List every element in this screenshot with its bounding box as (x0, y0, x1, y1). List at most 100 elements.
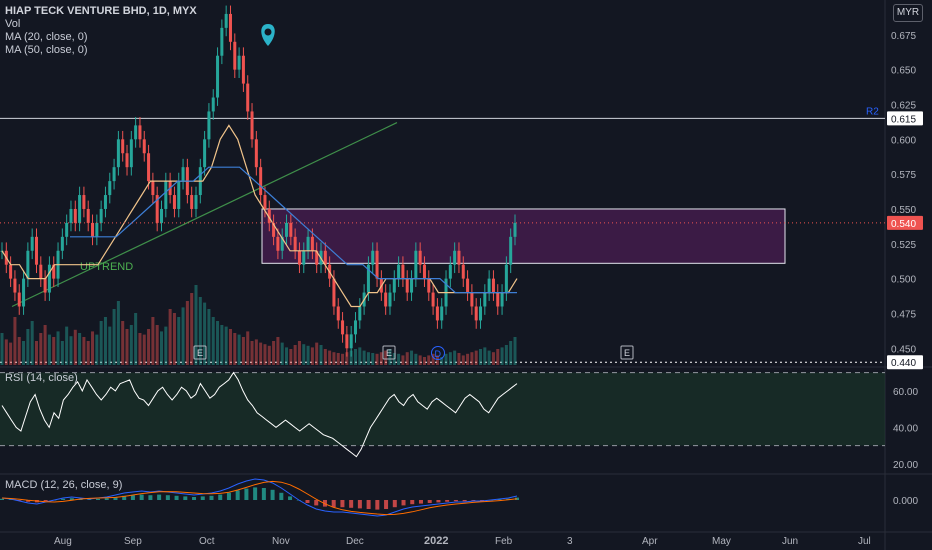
rsi-tick-label: 40.00 (893, 423, 918, 434)
rsi-legend[interactable]: RSI (14, close) (5, 372, 78, 384)
volume-bar (116, 301, 120, 365)
candle-body (203, 139, 207, 168)
candle (237, 47, 241, 79)
macd-histogram-bar (261, 488, 266, 500)
ma20-legend[interactable]: MA (20, close, 0) (5, 31, 88, 43)
x-tick-label: 2022 (424, 535, 448, 547)
volume-bar (353, 349, 358, 365)
candle-body (401, 264, 405, 279)
volume-bar (263, 344, 267, 365)
volume-bar (332, 352, 336, 365)
candle-body (272, 222, 276, 237)
candle (259, 158, 263, 204)
candle (353, 312, 358, 343)
r2-price-text: 0.615 (891, 114, 916, 125)
candle (349, 325, 353, 357)
candle-body (164, 181, 168, 209)
macd-histogram-bar (314, 500, 319, 506)
macd-histogram-bar (113, 497, 118, 500)
volume-bar (207, 309, 211, 365)
volume-bar (155, 325, 159, 365)
symbol-title[interactable]: HIAP TECK VENTURE BHD, 1D, MYX (5, 5, 197, 17)
volume-legend[interactable]: Vol (5, 18, 21, 30)
candle-body (108, 181, 112, 196)
volume-bar (91, 331, 95, 365)
candle-body (414, 250, 418, 279)
candle (177, 172, 181, 218)
volume-bar (384, 350, 388, 365)
volume-bar (422, 357, 426, 365)
volume-bar (233, 333, 237, 365)
candle (108, 172, 112, 204)
candle (448, 256, 452, 287)
macd-histogram-bar (392, 500, 397, 508)
candle-body (353, 320, 358, 335)
candle-body (134, 125, 138, 140)
candle-body (397, 264, 401, 279)
macd-histogram-bar (253, 487, 258, 500)
y-tick-label: 0.550 (891, 205, 916, 216)
y-tick-label: 0.450 (891, 344, 916, 355)
candle-body (177, 181, 181, 209)
macd-histogram-bar (331, 500, 336, 508)
volume-bar (164, 326, 168, 365)
volume-bar (22, 341, 26, 365)
r2-label: R2 (866, 106, 879, 117)
volume-bar (440, 357, 444, 365)
volume-bar (289, 349, 293, 365)
macd-legend[interactable]: MACD (12, 26, close, 9) (5, 479, 123, 491)
macd-histogram-bar (200, 496, 205, 500)
volume-bar (4, 339, 8, 365)
volume-bar (504, 345, 508, 365)
candle-body (483, 292, 487, 307)
candle (129, 130, 133, 176)
candle-body (78, 195, 82, 223)
candle (13, 270, 17, 301)
candle-body (410, 278, 414, 293)
candle (155, 186, 159, 232)
candle-body (116, 139, 120, 168)
candle-body (65, 222, 69, 237)
candle (151, 172, 155, 204)
candle-body (13, 278, 17, 293)
candle-body (366, 264, 370, 293)
candle-body (461, 264, 465, 279)
volume-bar (82, 337, 86, 365)
volume-bar (181, 307, 185, 365)
candle-body (103, 195, 107, 209)
volume-bar (34, 341, 38, 365)
y-tick-label: 0.500 (891, 275, 916, 286)
volume-bar (250, 341, 254, 365)
volume-bar (341, 353, 345, 365)
candle-body (487, 278, 491, 293)
y-tick-label: 0.575 (891, 170, 916, 181)
volume-bar (60, 341, 64, 365)
y-tick-label: 0.650 (891, 66, 916, 77)
candle-body (82, 195, 86, 209)
volume-bar (78, 333, 82, 365)
volume-bar (237, 334, 241, 365)
candle-body (30, 236, 34, 251)
x-tick-label: Sep (124, 536, 142, 547)
candle-body (220, 27, 224, 56)
volume-bar (30, 321, 34, 365)
candle (435, 298, 439, 329)
candle-body (233, 41, 237, 70)
macd-histogram-bar (96, 498, 101, 500)
volume-bar (177, 317, 181, 365)
volume-bar (220, 325, 224, 365)
macd-histogram-bar (8, 499, 13, 500)
candle-body (112, 167, 116, 182)
candle (487, 270, 491, 301)
candle (181, 158, 185, 190)
candle-body (224, 13, 228, 28)
volume-bar (457, 353, 461, 365)
volume-bar (259, 342, 263, 365)
currency-button[interactable]: MYR (893, 4, 923, 22)
volume-bar (254, 339, 258, 365)
candle-body (448, 264, 452, 279)
ma50-legend[interactable]: MA (50, close, 0) (5, 44, 88, 56)
candle (78, 186, 82, 232)
volume-bar (405, 352, 409, 365)
